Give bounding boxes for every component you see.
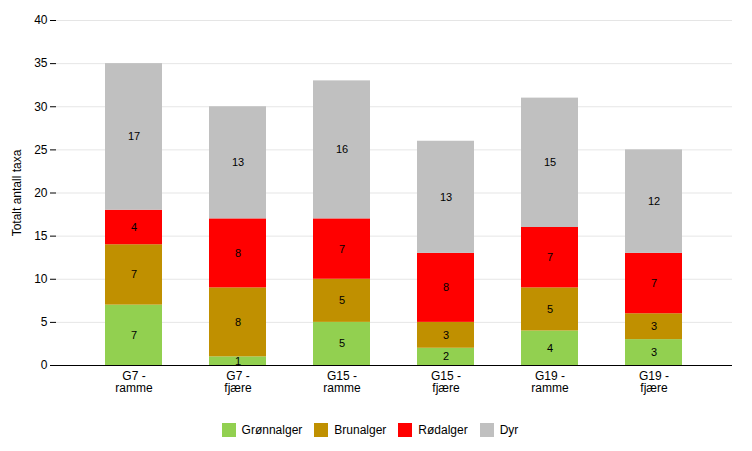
svg-text:G7 -ramme: G7 -ramme [115,369,153,395]
svg-text:8: 8 [443,281,449,293]
svg-text:13: 13 [232,156,244,168]
html-text:Rødalger: Rødalger [418,422,468,437]
svg-text:8: 8 [235,247,241,259]
svg-text:G15 -ramme: G15 -ramme [323,369,361,395]
svg-text:15: 15 [544,156,556,168]
svg-text:G19 -fjære: G19 -fjære [639,369,669,395]
svg-text:8: 8 [235,316,241,328]
svg-text:5: 5 [339,294,345,306]
svg-text:35: 35 [34,56,48,70]
svg-text:5: 5 [41,315,48,329]
svg-text:12: 12 [648,195,660,207]
svg-text:30: 30 [34,100,48,114]
svg-text:G15 -fjære: G15 -fjære [431,369,461,395]
svg-text:1: 1 [235,355,241,367]
svg-text:7: 7 [339,243,345,255]
svg-text:7: 7 [131,268,137,280]
svg-text:40: 40 [34,13,48,27]
svg-text:7: 7 [547,251,553,263]
svg-text:7: 7 [131,329,137,341]
svg-text:2: 2 [443,350,449,362]
svg-text:4: 4 [131,221,137,233]
html-text:Brunalger: Brunalger [334,422,387,437]
svg-text:G19 -ramme: G19 -ramme [531,369,569,395]
svg-text:Totalt antall taxa: Totalt antall taxa [10,149,24,236]
svg-text:13: 13 [440,191,452,203]
svg-text:16: 16 [336,143,348,155]
svg-text:20: 20 [34,186,48,200]
svg-text:15: 15 [34,229,48,243]
svg-text:5: 5 [339,337,345,349]
svg-text:7: 7 [651,277,657,289]
svg-text:17: 17 [128,130,140,142]
svg-text:0: 0 [41,358,48,372]
svg-text:3: 3 [651,346,657,358]
svg-text:G7 -fjære: G7 -fjære [224,369,252,395]
svg-text:3: 3 [651,320,657,332]
svg-text:5: 5 [547,303,553,315]
svg-text:25: 25 [34,143,48,157]
svg-text:4: 4 [547,342,553,354]
svg-text:3: 3 [443,329,449,341]
html-text:Dyr: Dyr [499,422,519,437]
svg-text:10: 10 [34,272,48,286]
html-text:Grønnalger: Grønnalger [241,422,303,437]
